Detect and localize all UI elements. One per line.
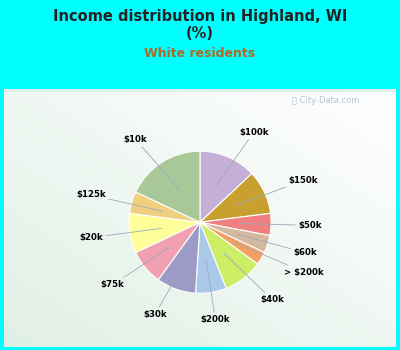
Text: $40k: $40k [224, 253, 284, 304]
Text: ⓘ City-Data.com: ⓘ City-Data.com [292, 96, 360, 105]
Wedge shape [130, 192, 200, 222]
Wedge shape [200, 222, 264, 264]
Wedge shape [136, 151, 200, 222]
Text: $60k: $60k [237, 234, 317, 257]
Text: $125k: $125k [76, 190, 162, 211]
Wedge shape [200, 174, 270, 222]
Text: $150k: $150k [235, 176, 318, 205]
Wedge shape [200, 222, 258, 288]
Text: $30k: $30k [143, 259, 187, 319]
Text: Income distribution in Highland, WI
(%): Income distribution in Highland, WI (%) [53, 9, 347, 41]
Text: $10k: $10k [124, 135, 179, 189]
Wedge shape [136, 222, 200, 280]
Wedge shape [200, 151, 252, 222]
Wedge shape [196, 222, 226, 293]
Text: $100k: $100k [216, 128, 268, 186]
Text: $50k: $50k [239, 221, 322, 230]
Text: $200k: $200k [200, 261, 230, 324]
Text: $20k: $20k [79, 228, 161, 242]
Wedge shape [200, 222, 270, 252]
Wedge shape [200, 214, 271, 236]
Wedge shape [158, 222, 200, 293]
Text: $75k: $75k [100, 247, 170, 289]
Wedge shape [129, 214, 200, 252]
Text: > $200k: > $200k [234, 242, 324, 277]
Text: White residents: White residents [144, 47, 256, 60]
Bar [4, 89, 396, 346]
